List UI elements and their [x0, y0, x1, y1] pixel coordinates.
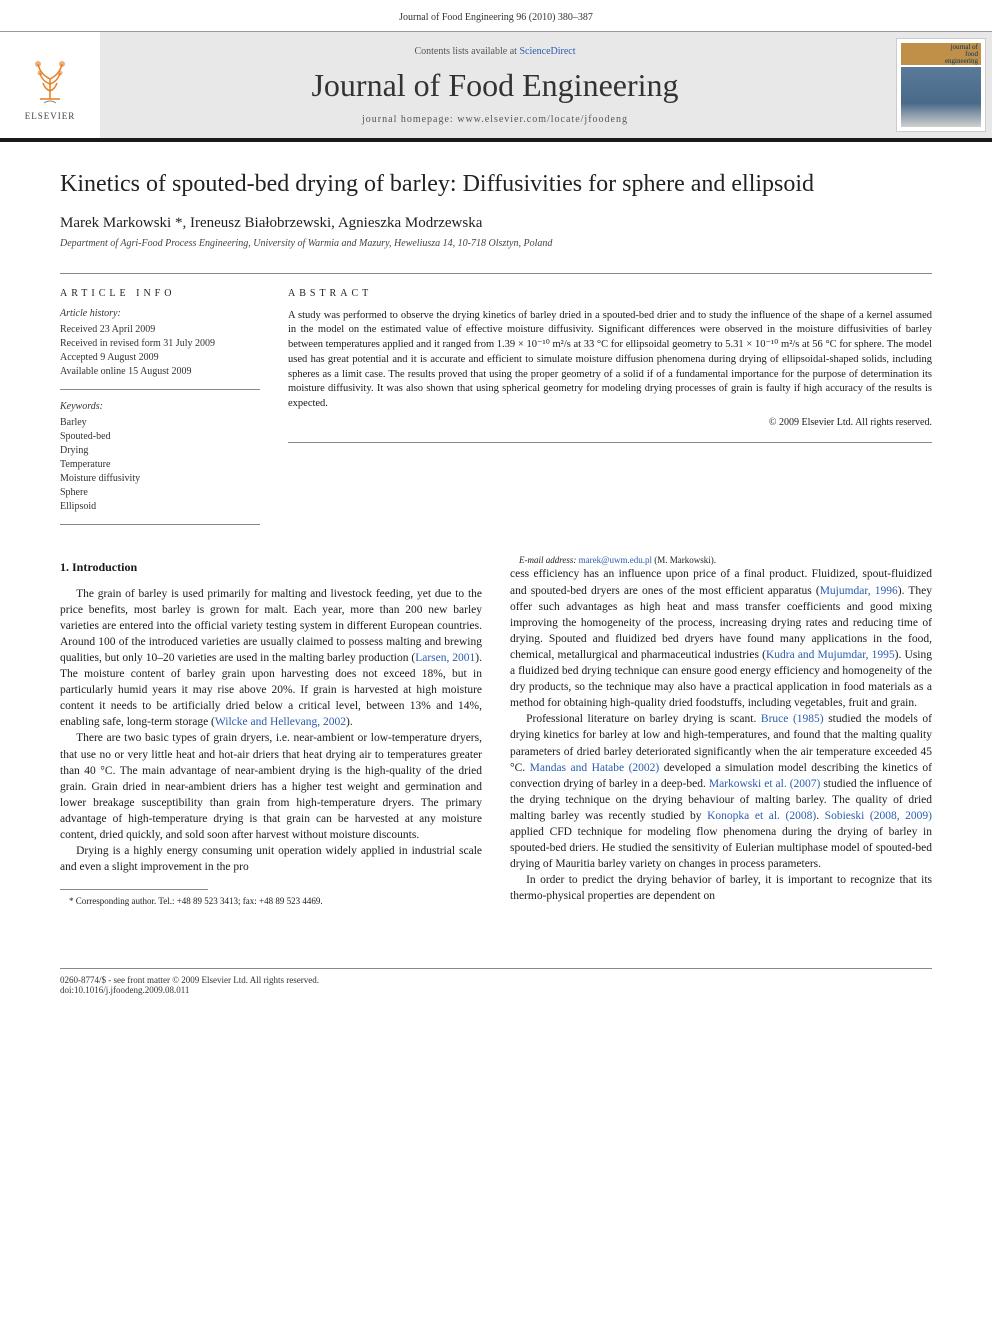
journal-homepage-line: journal homepage: www.elsevier.com/locat…: [100, 114, 890, 125]
email-link[interactable]: marek@uwm.edu.pl: [579, 555, 652, 565]
keyword: Barley: [60, 416, 260, 430]
citation-link[interactable]: Kudra and Mujumdar, 1995: [766, 649, 895, 661]
text-run: (M. Markowski).: [652, 555, 716, 565]
article-body: Kinetics of spouted-bed drying of barley…: [0, 142, 992, 948]
accepted-date: Accepted 9 August 2009: [60, 351, 260, 365]
citation-link[interactable]: Bruce (1985): [761, 713, 824, 725]
keyword: Drying: [60, 444, 260, 458]
online-date: Available online 15 August 2009: [60, 365, 260, 379]
article-info-column: ARTICLE INFO Article history: Received 2…: [60, 288, 260, 525]
paragraph: There are two basic types of grain dryer…: [60, 730, 482, 843]
cover-label: journal of food engineering: [945, 44, 978, 65]
text-run: applied CFD technique for modeling flow …: [510, 826, 932, 870]
citation-link[interactable]: Larsen, 2001: [415, 652, 475, 664]
revised-date: Received in revised form 31 July 2009: [60, 337, 260, 351]
publisher-name: ELSEVIER: [25, 111, 76, 121]
affiliation: Department of Agri-Food Process Engineer…: [60, 238, 932, 249]
abstract-text: A study was performed to observe the dry…: [288, 309, 932, 443]
text-run: Professional literature on barley drying…: [526, 713, 761, 725]
keyword: Spouted-bed: [60, 430, 260, 444]
keywords-block: Keywords: Barley Spouted-bed Drying Temp…: [60, 400, 260, 525]
paragraph: In order to predict the drying behavior …: [510, 872, 932, 904]
footer-doi: doi:10.1016/j.jfoodeng.2009.08.011: [60, 985, 932, 995]
page-footer: 0260-8774/$ - see front matter © 2009 El…: [60, 968, 932, 995]
paragraph: The grain of barley is used primarily fo…: [60, 586, 482, 731]
sciencedirect-link[interactable]: ScienceDirect: [519, 46, 575, 57]
citation-link[interactable]: Mandas and Hatabe (2002): [530, 762, 660, 774]
citation-link[interactable]: Markowski et al. (2007): [709, 778, 821, 790]
abstract-body: A study was performed to observe the dry…: [288, 310, 932, 409]
journal-masthead: ELSEVIER Contents lists available at Sci…: [0, 31, 992, 142]
citation-link[interactable]: Wilcke and Hellevang, 2002: [215, 716, 346, 728]
paragraph: cess efficiency has an influence upon pr…: [510, 566, 932, 711]
footnote-email-line: E-mail address: marek@uwm.edu.pl (M. Mar…: [510, 555, 932, 567]
main-text-columns: 1. Introduction The grain of barley is u…: [60, 555, 932, 908]
author-list: Marek Markowski *, Ireneusz Białobrzewsk…: [60, 215, 932, 232]
received-date: Received 23 April 2009: [60, 323, 260, 337]
publisher-logo: ELSEVIER: [0, 32, 100, 138]
abstract-column: ABSTRACT A study was performed to observ…: [288, 288, 932, 525]
contents-prefix: Contents lists available at: [414, 46, 519, 57]
footnote-separator: [60, 889, 208, 890]
paragraph: Professional literature on barley drying…: [510, 711, 932, 872]
homepage-prefix: journal homepage:: [362, 114, 457, 125]
journal-title: Journal of Food Engineering: [100, 67, 890, 104]
keyword: Temperature: [60, 458, 260, 472]
info-abstract-row: ARTICLE INFO Article history: Received 2…: [60, 273, 932, 525]
masthead-center: Contents lists available at ScienceDirec…: [100, 32, 890, 138]
paragraph: Drying is a highly energy consuming unit…: [60, 843, 482, 875]
footer-copyright: 0260-8774/$ - see front matter © 2009 El…: [60, 975, 932, 985]
cover-image-area: [901, 67, 981, 127]
journal-cover-thumbnail: journal of food engineering: [896, 38, 986, 132]
email-label: E-mail address:: [519, 555, 579, 565]
section-heading-introduction: 1. Introduction: [60, 559, 482, 576]
article-title: Kinetics of spouted-bed drying of barley…: [60, 170, 932, 199]
keyword: Ellipsoid: [60, 500, 260, 514]
contents-available-line: Contents lists available at ScienceDirec…: [100, 46, 890, 57]
homepage-url: www.elsevier.com/locate/jfoodeng: [457, 114, 628, 125]
text-run: .: [816, 810, 824, 822]
elsevier-tree-icon: [20, 49, 80, 109]
footnote-line: * Corresponding author. Tel.: +48 89 523…: [60, 896, 482, 908]
keywords-label: Keywords:: [60, 400, 260, 414]
article-history: Article history: Received 23 April 2009 …: [60, 307, 260, 390]
abstract-heading: ABSTRACT: [288, 288, 932, 299]
citation-link[interactable]: Sobieski (2008, 2009): [825, 810, 932, 822]
cover-band: journal of food engineering: [901, 43, 981, 65]
citation-link[interactable]: Konopka et al. (2008): [707, 810, 816, 822]
running-head: Journal of Food Engineering 96 (2010) 38…: [0, 0, 992, 31]
text-run: Drying is a highly energy consuming unit…: [60, 845, 482, 873]
keyword: Moisture diffusivity: [60, 472, 260, 486]
text-run: ).: [346, 716, 353, 728]
abstract-copyright: © 2009 Elsevier Ltd. All rights reserved…: [288, 416, 932, 430]
article-info-heading: ARTICLE INFO: [60, 288, 260, 299]
cover-label-3: engineering: [945, 58, 978, 65]
citation-link[interactable]: Mujumdar, 1996: [820, 585, 898, 597]
keyword: Sphere: [60, 486, 260, 500]
history-label: Article history:: [60, 307, 260, 321]
